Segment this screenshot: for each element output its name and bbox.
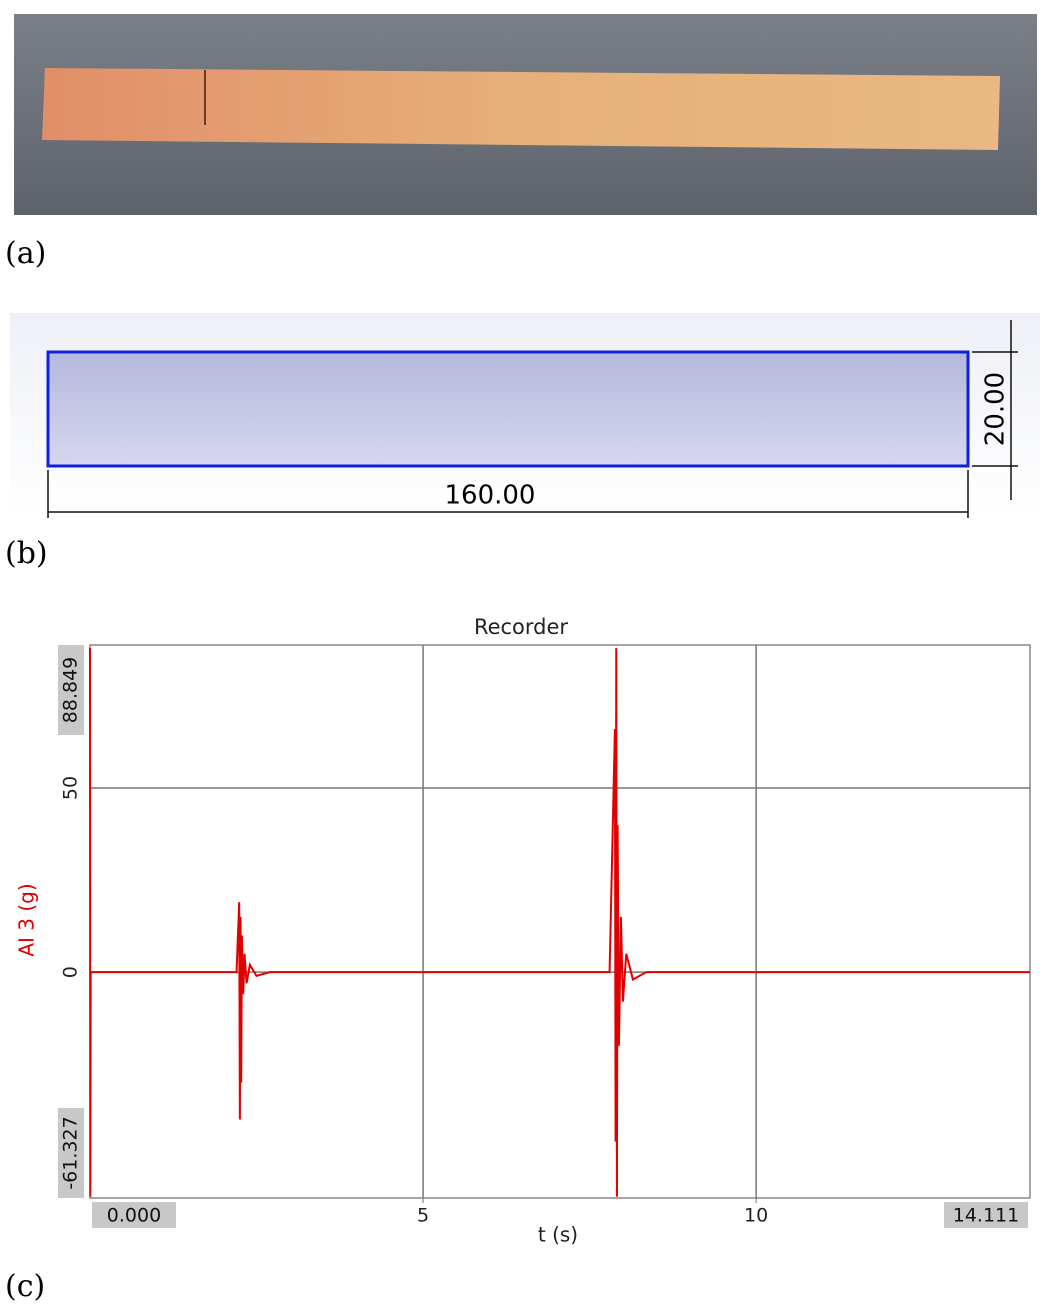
y-limit-label: 88.849 [60, 657, 82, 723]
data-line [89, 648, 1030, 1197]
dimension-lines [47, 320, 1018, 518]
x-limit-box [92, 1202, 176, 1228]
x-tick-label: 5 [417, 1205, 429, 1227]
plot-area [89, 644, 1031, 1199]
panel-label: (b) [5, 536, 48, 571]
x-limit-label: 0.000 [107, 1205, 161, 1227]
dimension-length: 160.00 [445, 481, 536, 511]
y-axis-label: AI 3 (g) [15, 883, 39, 956]
y-tick-label: 0 [60, 966, 82, 978]
panel-label: (c) [5, 1269, 45, 1304]
x-axis-label: t (s) [538, 1223, 578, 1247]
specimen-strip [42, 68, 1000, 150]
y-limit-label: -61.327 [60, 1116, 82, 1189]
dimension-width: 20.00 [981, 372, 1011, 446]
y-limit-box [58, 645, 84, 735]
panel-label: (a) [5, 236, 46, 271]
x-limit-box [944, 1202, 1028, 1228]
cad-rect [46, 350, 970, 468]
y-tick-label: 50 [60, 776, 82, 800]
x-tick-label: 10 [744, 1205, 768, 1227]
x-limit-label: 14.111 [953, 1205, 1019, 1227]
y-limit-box [58, 1108, 84, 1198]
chart-title: Recorder [474, 615, 568, 639]
